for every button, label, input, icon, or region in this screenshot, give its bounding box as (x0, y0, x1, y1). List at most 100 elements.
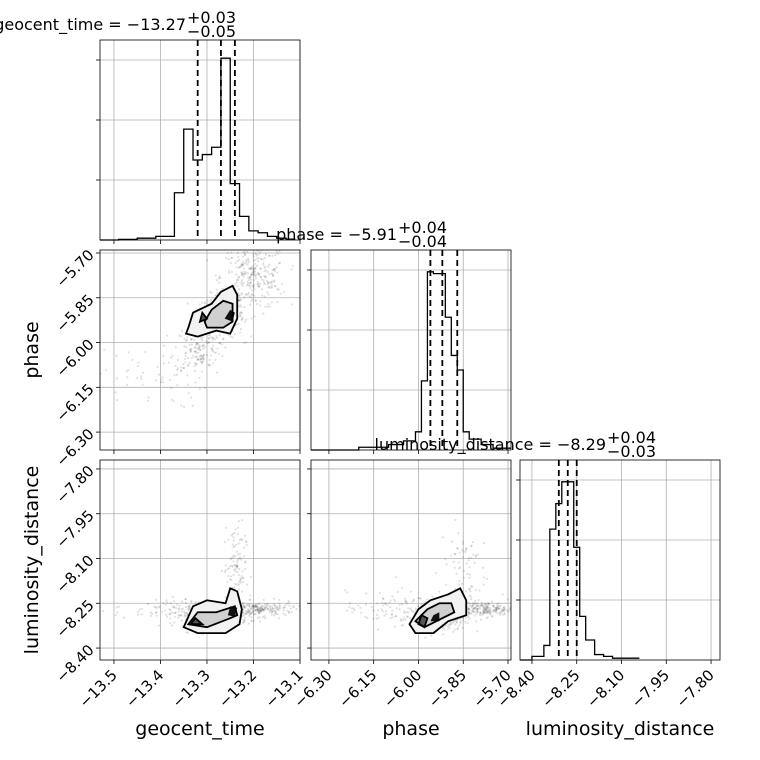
sample-point (243, 253, 247, 256)
sample-point (465, 562, 468, 565)
sample-point (259, 267, 262, 270)
sample-point (275, 606, 278, 609)
sample-point (190, 343, 194, 346)
sample-point (258, 602, 261, 605)
sample-point (241, 621, 245, 624)
sample-point (242, 250, 245, 254)
sample-point (200, 370, 203, 373)
sample-point (262, 609, 265, 612)
sample-point (168, 612, 171, 615)
sample-point (247, 257, 250, 260)
sample-point (232, 573, 235, 576)
sample-point (197, 358, 200, 361)
sample-point (240, 279, 244, 282)
sample-point (232, 539, 235, 542)
sample-point (172, 400, 175, 403)
sample-point (477, 598, 480, 602)
sample-point (276, 301, 279, 304)
sample-point (171, 596, 174, 599)
sample-point (262, 263, 265, 266)
sample-point (267, 281, 270, 284)
sample-point (155, 614, 158, 617)
sample-point (250, 615, 253, 618)
sample-point (259, 608, 262, 611)
sample-point (467, 559, 470, 562)
sample-point (255, 254, 258, 257)
sample-point (452, 620, 455, 623)
sample-point (274, 610, 277, 613)
sample-point (242, 605, 245, 608)
sample-point (471, 607, 475, 610)
sample-point (249, 278, 252, 281)
sample-point (481, 566, 485, 569)
sample-point (470, 612, 473, 615)
sample-point (468, 573, 472, 576)
sample-point (258, 611, 261, 614)
sample-point (178, 614, 181, 617)
sample-point (482, 609, 485, 612)
sample-point (184, 598, 187, 601)
x-tick-label: −13.4 (122, 666, 167, 711)
sample-point (162, 344, 165, 347)
axes-frame (310, 459, 512, 661)
sample-point (240, 318, 243, 322)
sample-point (214, 274, 217, 277)
sample-point (501, 610, 504, 613)
sample-point (483, 611, 487, 614)
sample-point (248, 295, 251, 298)
sample-point (250, 335, 253, 338)
sample-point (154, 379, 157, 382)
sample-point (484, 603, 487, 607)
sample-point (164, 603, 167, 606)
sample-point (476, 609, 479, 612)
sample-point (188, 361, 191, 364)
sample-point (239, 556, 242, 559)
sample-point (157, 605, 160, 609)
sample-point (214, 358, 217, 362)
y-tick-label: −6.15 (52, 380, 97, 425)
sample-point (419, 597, 422, 601)
sample-point (256, 603, 260, 606)
sample-point (189, 348, 192, 351)
sample-point (254, 299, 257, 302)
sample-point (220, 569, 223, 572)
sample-point (243, 270, 246, 273)
sample-point (213, 338, 216, 341)
sample-point (264, 265, 267, 268)
sample-point (236, 558, 240, 562)
sample-point (485, 606, 489, 609)
sample-point (286, 609, 289, 612)
sample-point (476, 610, 479, 613)
sample-point (270, 284, 273, 287)
sample-point (267, 603, 270, 606)
sample-point (484, 602, 487, 605)
sample-point (278, 605, 282, 608)
sample-point (464, 550, 467, 554)
sample-point (273, 612, 277, 615)
sample-point (266, 608, 269, 611)
sample-point (517, 617, 519, 619)
sample-point (277, 617, 280, 620)
sample-point (185, 630, 188, 634)
sample-point (247, 291, 250, 295)
sample-point (254, 267, 257, 270)
sample-point (405, 611, 408, 614)
sample-point (273, 280, 276, 283)
sample-point (389, 605, 392, 609)
sample-point (276, 608, 279, 611)
sample-point (483, 607, 486, 610)
sample-point (412, 611, 415, 614)
y-tick-label: −6.30 (52, 425, 97, 470)
sample-point (403, 611, 406, 615)
sample-point (251, 611, 255, 614)
x-tick-label: −7.95 (628, 666, 673, 711)
sample-point (247, 276, 250, 279)
sample-point (492, 610, 495, 613)
sample-point (291, 303, 294, 306)
sample-point (353, 609, 356, 612)
sample-point (266, 607, 269, 610)
sample-point (224, 596, 227, 599)
sample-point (177, 608, 181, 611)
sample-point (445, 583, 448, 586)
